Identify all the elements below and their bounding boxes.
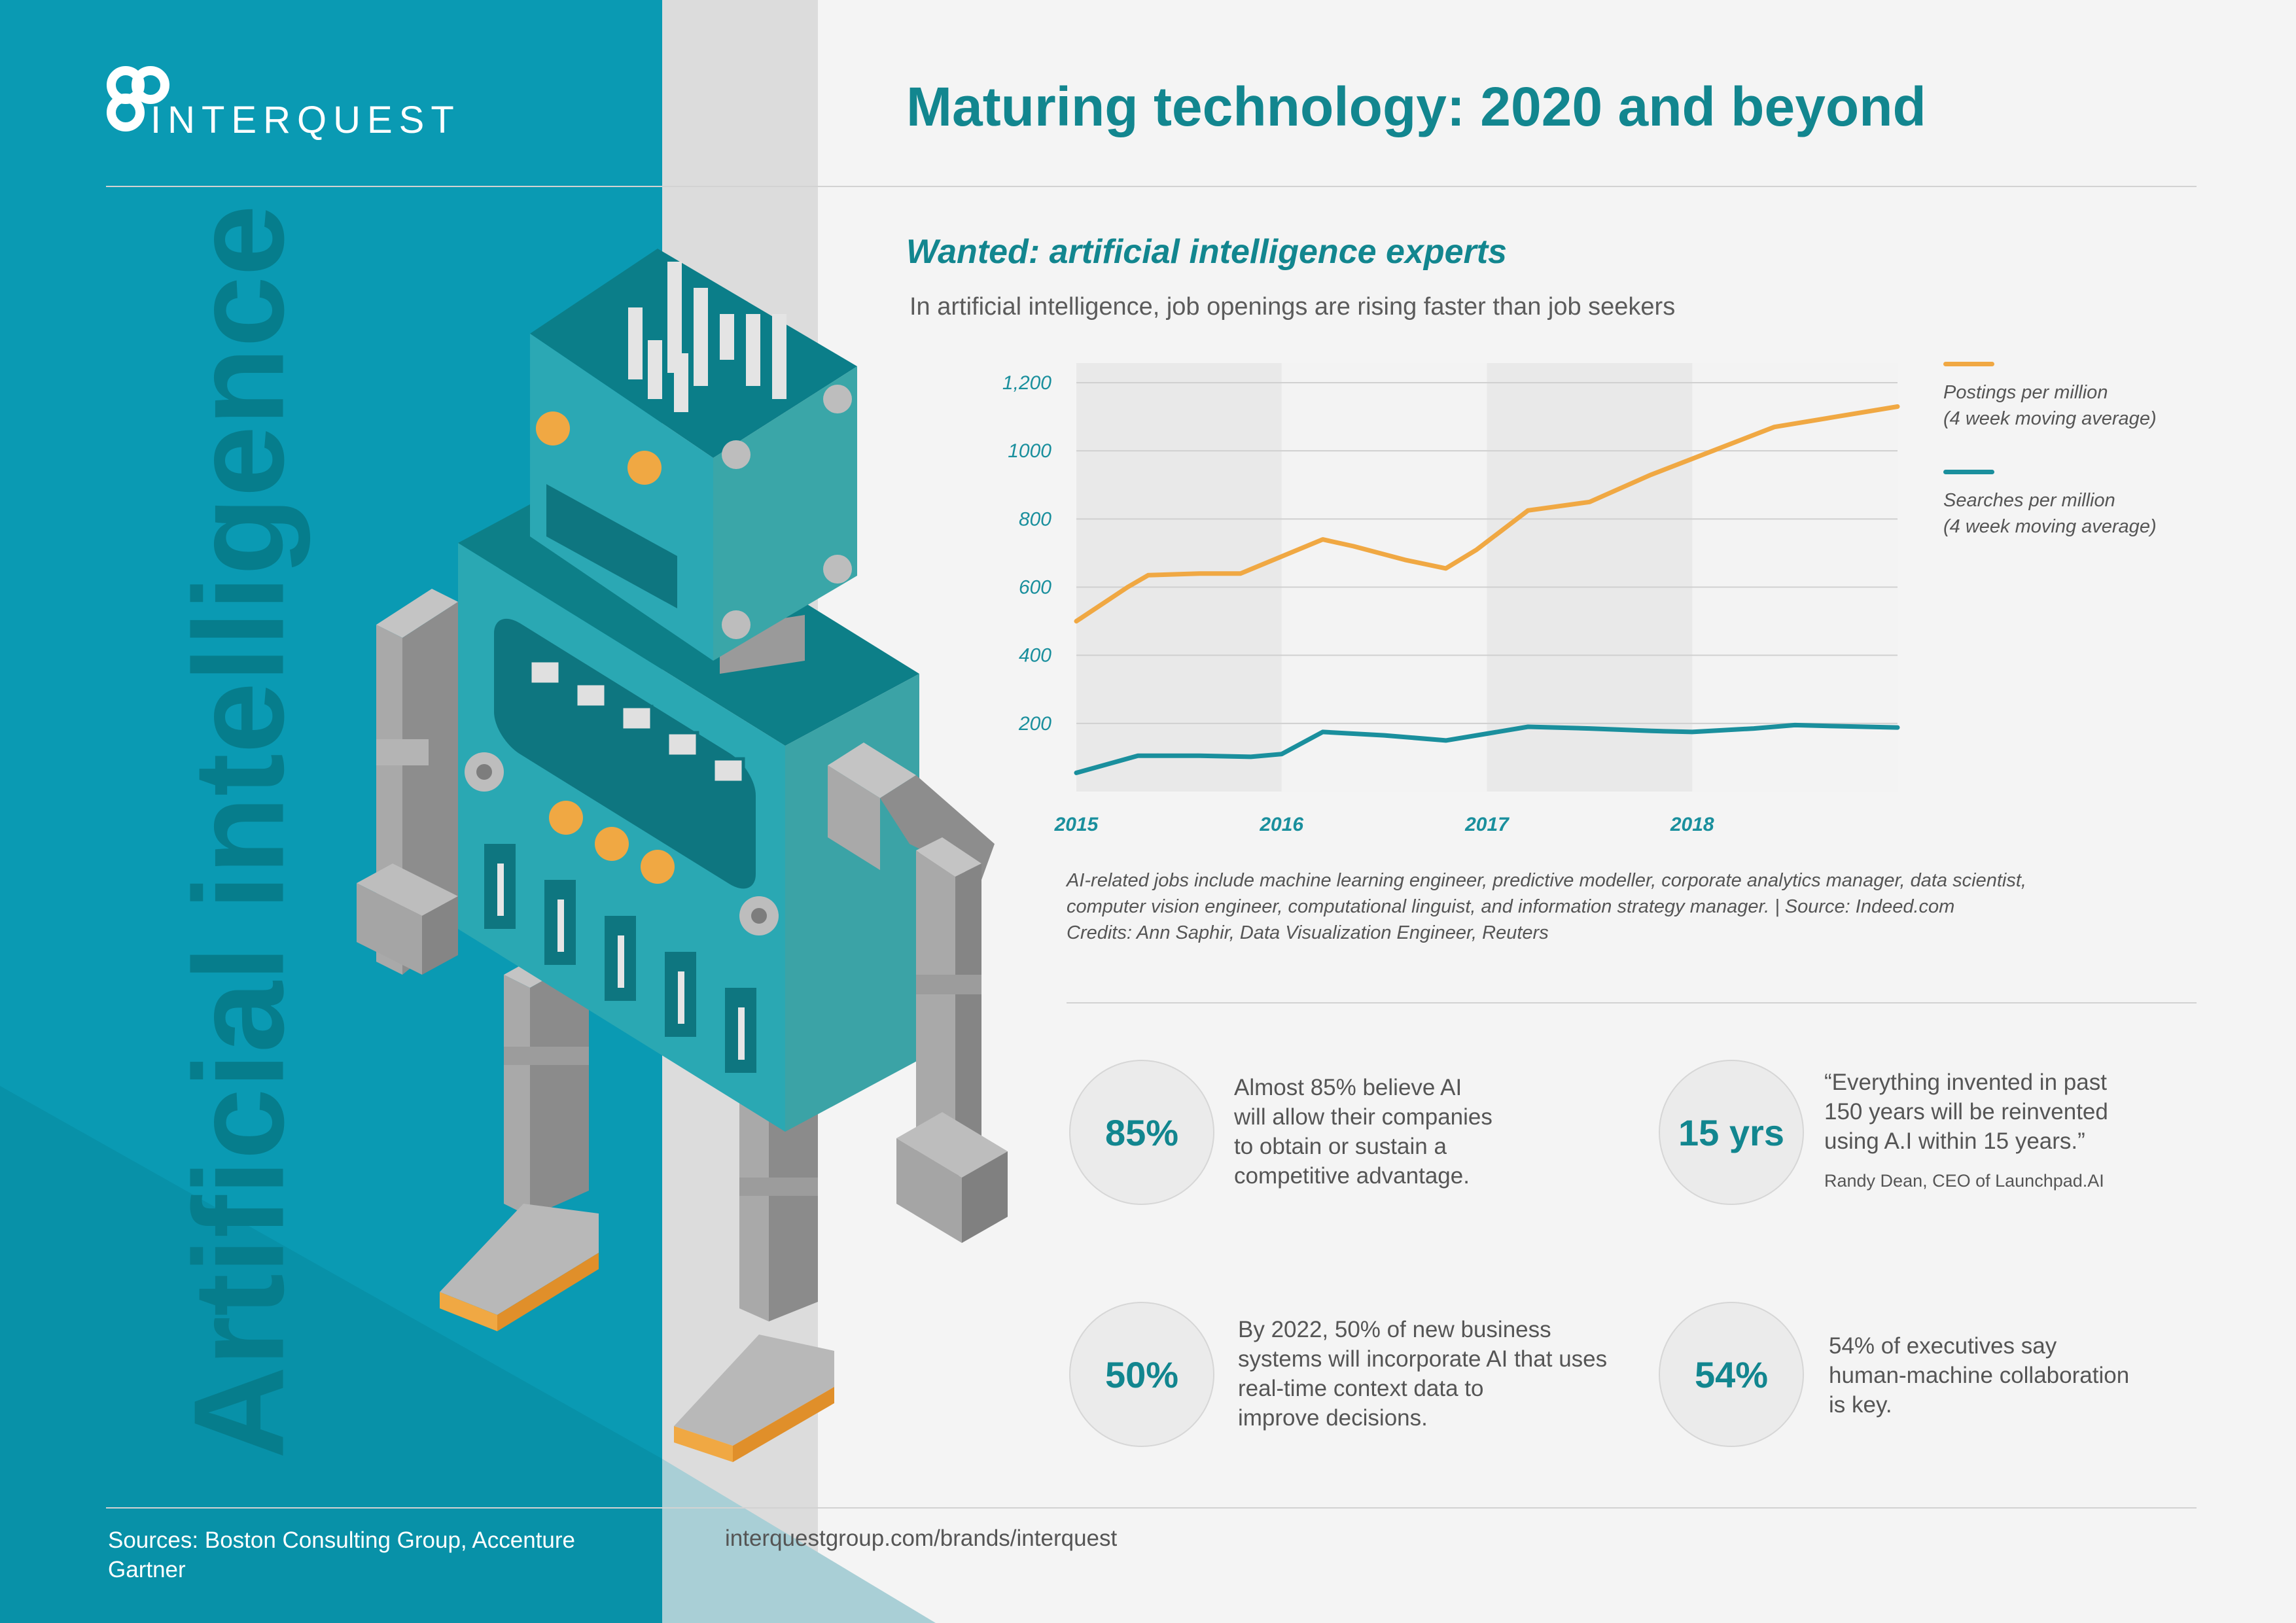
chart-notes: AI-related jobs include machine learning… xyxy=(1067,867,2026,946)
legend-searches-label: Searches per million xyxy=(1943,490,2115,511)
x-tick-label: 2017 xyxy=(1464,814,1510,835)
legend-postings-swatch xyxy=(1943,362,1994,366)
y-tick-label: 1,200 xyxy=(1002,372,1051,394)
legend-searches-swatch xyxy=(1943,470,1994,474)
robot-left-arm xyxy=(357,589,458,975)
quote-attribution: Randy Dean, CEO of Launchpad.AI xyxy=(1824,1171,2104,1191)
stat-line: 54% of executives say xyxy=(1829,1333,2057,1359)
chart-note-line: AI-related jobs include machine learning… xyxy=(1067,870,2026,891)
year-band xyxy=(1281,363,1487,792)
stat-line: 150 years will be reinvented xyxy=(1824,1099,2108,1125)
y-tick-label: 1000 xyxy=(1008,440,1051,462)
stat-line: real-time context data to xyxy=(1238,1376,1484,1401)
y-tick-label: 600 xyxy=(1019,577,1051,599)
interquest-logo-icon xyxy=(107,66,169,131)
stat-text-50: By 2022, 50% of new business systems wil… xyxy=(1238,1315,1607,1433)
legend-searches: Searches per million (4 week moving aver… xyxy=(1943,470,2157,540)
stat-text-54: 54% of executives say human-machine coll… xyxy=(1829,1331,2129,1420)
y-tick-label: 800 xyxy=(1019,508,1051,530)
robot-head xyxy=(530,249,857,661)
legend-postings-note: (4 week moving average) xyxy=(1943,408,2157,429)
chart-title: Wanted: artificial intelligence experts xyxy=(906,233,1507,271)
stat-line: Almost 85% believe AI xyxy=(1234,1075,1462,1100)
stat-line: is key. xyxy=(1829,1392,1892,1418)
legend-searches-note: (4 week moving average) xyxy=(1943,516,2157,537)
legend-postings: Postings per million (4 week moving aver… xyxy=(1943,362,2157,432)
stat-text-15yrs: “Everything invented in past 150 years w… xyxy=(1824,1068,2108,1156)
footer-source-line: Gartner xyxy=(108,1557,186,1582)
left-panel-shade xyxy=(0,1086,662,1623)
brand-name: INTERQUEST xyxy=(150,99,461,141)
stats-divider xyxy=(1067,1002,2197,1003)
stat-line: “Everything invented in past xyxy=(1824,1070,2107,1095)
stat-line: competitive advantage. xyxy=(1234,1163,1470,1189)
page-title: Maturing technology: 2020 and beyond xyxy=(906,76,1926,137)
x-tick-label: 2015 xyxy=(1054,814,1099,835)
stat-circle-85: 85% xyxy=(1069,1060,1214,1205)
chart-credits: Credits: Ann Saphir, Data Visualization … xyxy=(1067,922,1549,943)
footer-source-line: Sources: Boston Consulting Group, Accent… xyxy=(108,1527,576,1553)
stat-text-85: Almost 85% believe AI will allow their c… xyxy=(1234,1073,1492,1191)
y-tick-label: 200 xyxy=(1018,713,1051,735)
legend-postings-label: Postings per million xyxy=(1943,382,2108,403)
line-chart: 200 400 600 800 1000 1,200 2015 2016 2017 2018 xyxy=(1002,363,1900,835)
y-tick-label: 400 xyxy=(1019,645,1051,667)
stat-circle-54: 54% xyxy=(1659,1302,1804,1447)
brand-logo[interactable]: INTERQUEST xyxy=(106,60,472,145)
chart-subtitle: In artificial intelligence, job openings… xyxy=(910,293,1676,321)
chart-note-line: computer vision engineer, computational … xyxy=(1067,896,1955,917)
stat-line: to obtain or sustain a xyxy=(1234,1134,1447,1159)
stat-line: using A.I within 15 years.” xyxy=(1824,1128,2085,1154)
stat-circle-50: 50% xyxy=(1069,1302,1214,1447)
searches-line xyxy=(1074,722,1900,775)
robot-left-leg xyxy=(440,942,599,1331)
stat-line: will allow their companies xyxy=(1234,1104,1492,1130)
stat-line: human-machine collaboration xyxy=(1829,1363,2130,1388)
x-tick-label: 2018 xyxy=(1670,814,1714,835)
postings-line xyxy=(1074,404,1900,624)
footer-url-link[interactable]: interquestgroup.com/brands/interquest xyxy=(725,1526,1118,1551)
x-tick-label: 2016 xyxy=(1259,814,1303,835)
bottom-wedge xyxy=(662,1459,936,1623)
stat-line: By 2022, 50% of new business xyxy=(1238,1317,1551,1342)
stat-line: improve decisions. xyxy=(1238,1405,1428,1431)
footer-divider xyxy=(106,1507,2197,1509)
robot-illustration xyxy=(357,249,1008,1462)
stat-line: systems will incorporate AI that uses xyxy=(1238,1346,1608,1372)
header-divider xyxy=(106,186,2197,187)
stat-circle-15yrs: 15 yrs xyxy=(1659,1060,1804,1205)
robot-right-arm xyxy=(828,742,1008,1243)
footer-sources: Sources: Boston Consulting Group, Accent… xyxy=(108,1526,575,1584)
year-band xyxy=(1692,363,1898,792)
